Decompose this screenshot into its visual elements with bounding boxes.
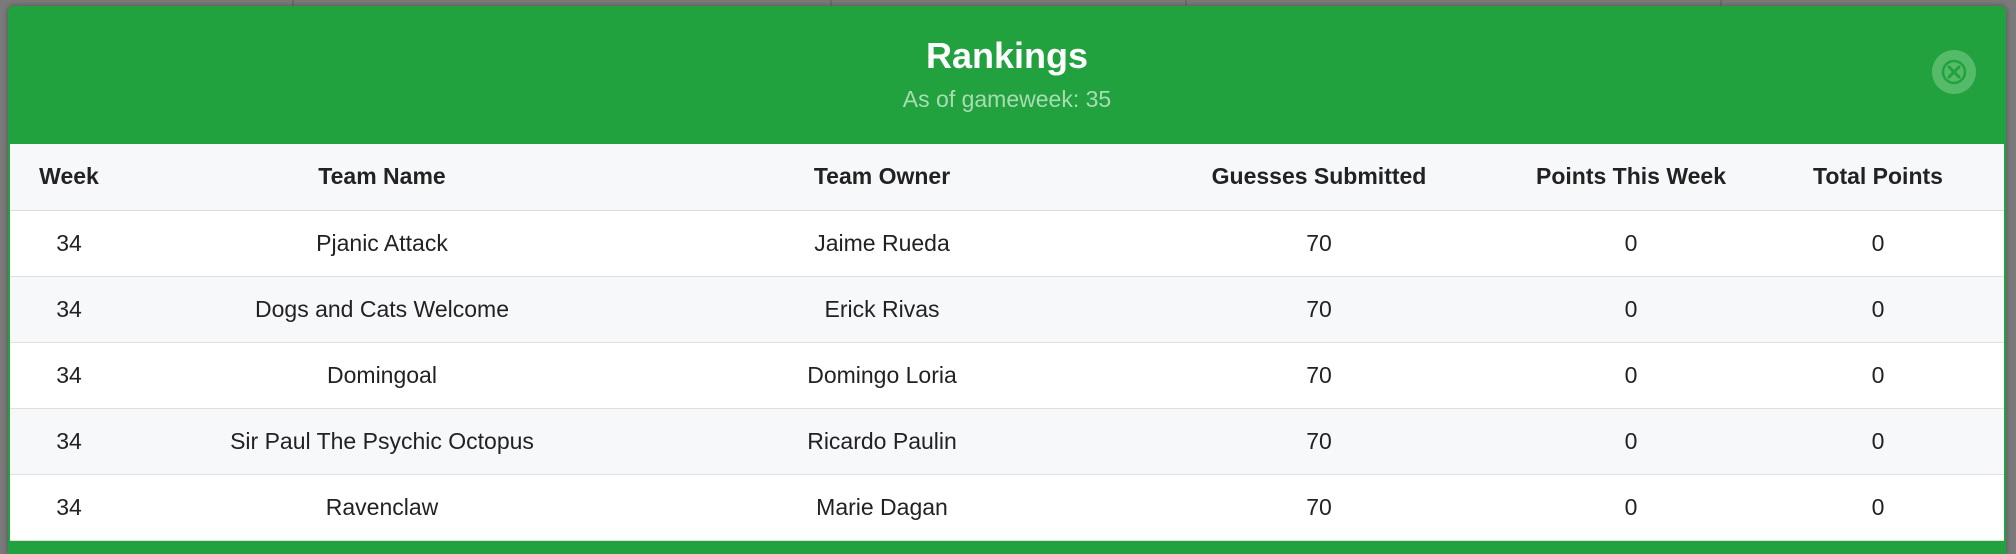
cell-guesses-submitted: 70 [1306,361,1332,388]
cell-week: 34 [56,295,82,322]
rankings-table: Week Team Name Team Owner Guesses Submit… [10,144,2004,541]
table-row: 34 Sir Paul The Psychic Octopus Ricardo … [10,408,2004,474]
cell-team-owner: Erick Rivas [824,295,940,322]
cell-team-owner: Ricardo Paulin [807,427,957,454]
table-row: 34 Pjanic Attack Jaime Rueda 70 0 0 [10,210,2004,276]
cell-team-name: Ravenclaw [325,493,439,520]
cell-points-this-week: 0 [1624,295,1638,322]
close-button[interactable] [1932,50,1976,94]
cell-total-points: 0 [1871,229,1885,256]
cell-week: 34 [56,493,82,520]
table-row: 34 Ravenclaw Marie Dagan 70 0 0 [10,474,2004,540]
column-header-points-this-week[interactable]: Points This Week [1510,144,1752,211]
column-header-week[interactable]: Week [10,144,128,211]
cell-team-name: Domingoal [327,361,437,388]
cell-team-owner: Jaime Rueda [814,229,950,256]
cell-points-this-week: 0 [1624,493,1638,520]
cell-week: 34 [56,361,82,388]
close-icon [1941,59,1967,85]
cell-team-name: Sir Paul The Psychic Octopus [230,427,534,454]
cell-guesses-submitted: 70 [1306,493,1332,520]
cell-guesses-submitted: 70 [1306,427,1332,454]
cell-points-this-week: 0 [1624,361,1638,388]
rankings-table-container: Week Team Name Team Owner Guesses Submit… [10,144,2004,540]
cell-week: 34 [56,427,82,454]
cell-total-points: 0 [1871,361,1885,388]
column-header-total-points[interactable]: Total Points [1752,144,2004,211]
modal-title: Rankings [925,35,1089,76]
table-row: 34 Dogs and Cats Welcome Erick Rivas 70 … [10,276,2004,342]
column-header-guesses-submitted[interactable]: Guesses Submitted [1128,144,1510,211]
column-header-team-owner[interactable]: Team Owner [636,144,1128,211]
cell-team-name: Dogs and Cats Welcome [255,295,509,322]
table-row: 34 Domingoal Domingo Loria 70 0 0 [10,342,2004,408]
cell-team-owner: Marie Dagan [816,493,948,520]
rankings-modal: Rankings As of gameweek: 35 Week [8,6,2006,554]
modal-subtitle: As of gameweek: 35 [902,86,1112,112]
cell-guesses-submitted: 70 [1306,295,1332,322]
modal-header: Rankings As of gameweek: 35 [8,6,2006,143]
cell-team-name: Pjanic Attack [316,229,448,256]
cell-total-points: 0 [1871,295,1885,322]
column-header-team-name[interactable]: Team Name [128,144,636,211]
table-header-row: Week Team Name Team Owner Guesses Submit… [10,144,2004,211]
cell-total-points: 0 [1871,427,1885,454]
cell-team-owner: Domingo Loria [807,361,957,388]
cell-week: 34 [56,229,82,256]
cell-guesses-submitted: 70 [1306,229,1332,256]
cell-points-this-week: 0 [1624,229,1638,256]
cell-points-this-week: 0 [1624,427,1638,454]
cell-total-points: 0 [1871,493,1885,520]
